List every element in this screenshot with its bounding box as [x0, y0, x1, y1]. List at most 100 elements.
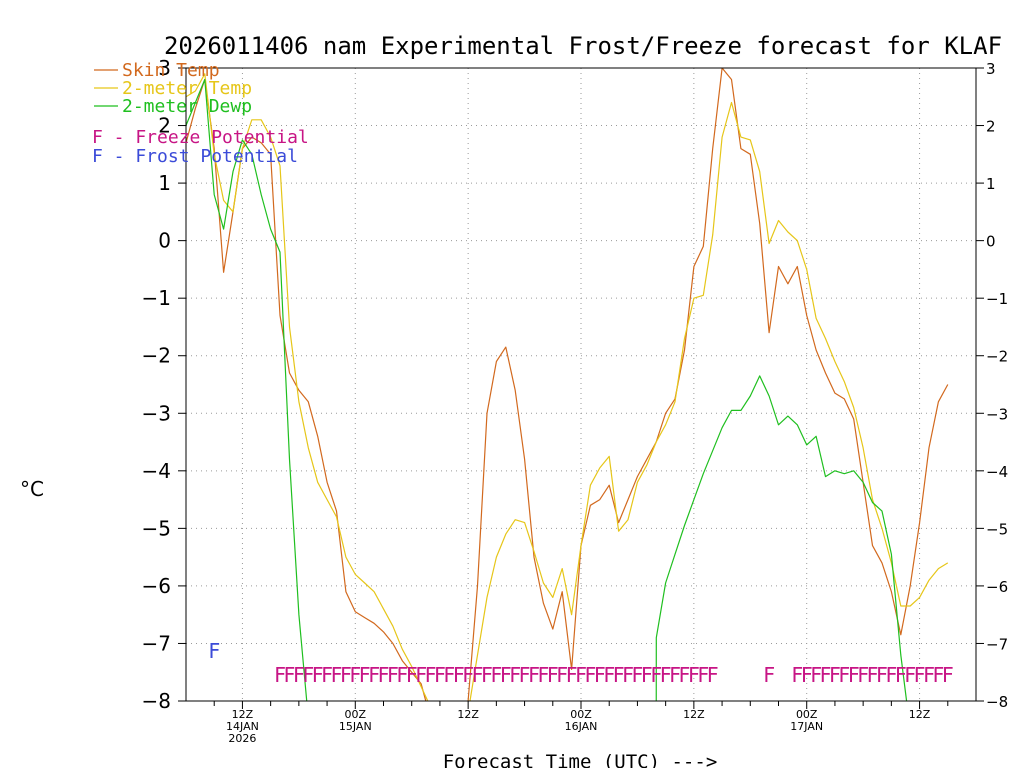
y-tick-label-right: −6	[986, 578, 1008, 596]
freeze-mark: F	[500, 663, 512, 687]
x-tick-label: 17JAN	[790, 720, 823, 733]
x-tick-label: 15JAN	[339, 720, 372, 733]
freeze-mark: F	[678, 663, 690, 687]
freeze-mark: F	[603, 663, 615, 687]
x-tick-label: 2026	[228, 732, 256, 745]
freeze-mark: F	[801, 663, 813, 687]
y-tick-label-right: −8	[986, 693, 1008, 711]
freeze-mark: F	[829, 663, 841, 687]
freeze-mark: F	[914, 663, 926, 687]
y-tick-label-left: −4	[142, 459, 171, 483]
y-tick-label-right: −3	[986, 405, 1008, 423]
freeze-mark: F	[876, 663, 888, 687]
freeze-mark: F	[697, 663, 709, 687]
freeze-mark: F	[453, 663, 465, 687]
grid	[186, 67, 976, 702]
series-layer	[186, 68, 949, 701]
legend-entry: Skin Temp	[94, 60, 220, 81]
legend-entry: 2-meter Dewp	[94, 96, 252, 117]
x-tick-label: 12Z	[909, 708, 931, 721]
x-axis-label: Forecast Time (UTC) --->	[443, 751, 718, 768]
freeze-mark: F	[387, 663, 399, 687]
freeze-mark: F	[368, 663, 380, 687]
freeze-mark: F	[377, 663, 389, 687]
freeze-mark: F	[641, 663, 653, 687]
freeze-mark: F	[763, 663, 775, 687]
freeze-mark: F	[490, 663, 502, 687]
x-tick-label: 12Z	[683, 708, 705, 721]
freeze-mark: F	[340, 663, 352, 687]
y-axis-label: °C	[20, 477, 44, 501]
freeze-mark: F	[425, 663, 437, 687]
freeze-mark: F	[932, 663, 944, 687]
legend-label: 2-meter Temp	[122, 78, 252, 99]
legend-entry: F - Freeze Potential	[92, 127, 309, 148]
freeze-mark: F	[820, 663, 832, 687]
freeze-mark: F	[942, 663, 954, 687]
plot-frame	[185, 67, 977, 702]
freeze-mark: F	[537, 663, 549, 687]
freeze-mark: F	[867, 663, 879, 687]
freeze-mark: F	[622, 663, 634, 687]
y-tick-label-right: −2	[986, 348, 1008, 366]
freeze-mark: F	[594, 663, 606, 687]
y-tick-label-left: −6	[142, 574, 171, 598]
freeze-mark: F	[349, 663, 361, 687]
freeze-mark: F	[688, 663, 700, 687]
y-tick-label-left: −2	[142, 344, 171, 368]
y-tick-label-left: −5	[142, 516, 171, 540]
freeze-mark: F	[415, 663, 427, 687]
potential-marks: FFFFFFFFFFFFFFFFFFFFFFFFFFFFFFFFFFFFFFFF…	[208, 639, 954, 687]
y-tick-label-left: −7	[142, 631, 171, 655]
freeze-mark: F	[556, 663, 568, 687]
freeze-mark: F	[904, 663, 916, 687]
y-tick-label-right: −7	[986, 635, 1008, 653]
freeze-mark: F	[838, 663, 850, 687]
y-tick-label-right: −1	[986, 290, 1008, 308]
x-tick-label: 12Z	[457, 708, 479, 721]
x-tick-label: 14JAN	[226, 720, 259, 733]
series-line-skin-temp	[186, 68, 949, 701]
y-tick-label-right: 2	[986, 118, 996, 136]
series-line-2-meter-dewp	[186, 78, 908, 701]
legend-label: 2-meter Dewp	[122, 96, 252, 117]
x-tick-label: 16JAN	[565, 720, 598, 733]
freeze-mark: F	[575, 663, 587, 687]
y-axis: 3 3 2 2 1 1 0 0 −1 −1 −2 −2 −3 −3 −4 −4 −5 −5 −6 −6 −7 −7 −8 −8	[142, 56, 1009, 713]
freeze-mark: F	[283, 663, 295, 687]
freeze-mark: F	[312, 663, 324, 687]
freeze-mark: F	[528, 663, 540, 687]
freeze-mark: F	[650, 663, 662, 687]
freeze-mark: F	[857, 663, 869, 687]
y-tick-label-left: 1	[158, 171, 171, 195]
freeze-mark: F	[885, 663, 897, 687]
legend-entry: F - Frost Potential	[92, 146, 298, 167]
series-line-2-meter-temp	[186, 73, 949, 701]
freeze-mark: F	[669, 663, 681, 687]
x-tick-label: 12Z	[232, 708, 254, 721]
chart-title: 2026011406 nam Experimental Frost/Freeze…	[164, 32, 1002, 60]
y-tick-label-left: 3	[158, 56, 171, 80]
freeze-mark: F	[481, 663, 493, 687]
y-tick-label-right: 1	[986, 175, 996, 193]
y-tick-label-left: 0	[158, 229, 171, 253]
freeze-mark: F	[396, 663, 408, 687]
freeze-mark: F	[923, 663, 935, 687]
freeze-mark: F	[406, 663, 418, 687]
freeze-mark: F	[274, 663, 286, 687]
y-tick-label-left: −3	[142, 401, 171, 425]
freeze-mark: F	[707, 663, 719, 687]
freeze-mark: F	[895, 663, 907, 687]
freeze-mark: F	[791, 663, 803, 687]
y-tick-label-right: 0	[986, 233, 996, 251]
freeze-mark: F	[547, 663, 559, 687]
freeze-mark: F	[613, 663, 625, 687]
legend-entry: 2-meter Temp	[94, 78, 252, 99]
freeze-mark: F	[293, 663, 305, 687]
freeze-mark: F	[321, 663, 333, 687]
freeze-mark: F	[519, 663, 531, 687]
freeze-mark: F	[631, 663, 643, 687]
legend-label: F - Frost Potential	[92, 146, 298, 167]
